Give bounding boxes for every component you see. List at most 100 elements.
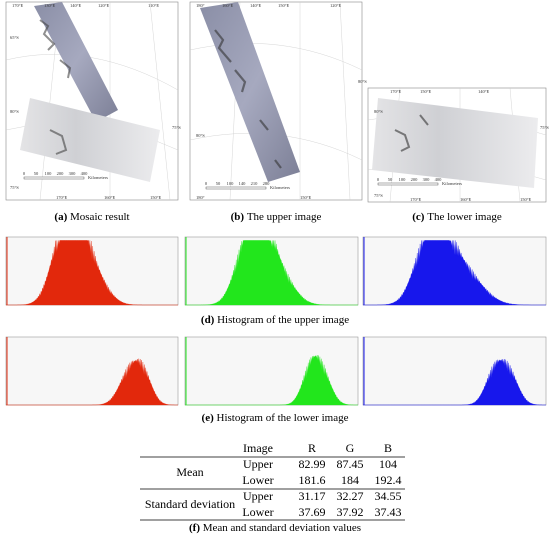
scale-bar (205, 186, 267, 190)
map-label: 80°S (358, 79, 367, 84)
histograms: (d) Histogram of the upper image (e) Hist… (5, 236, 547, 424)
map-label: 170°E (390, 89, 402, 94)
map-label: 150°E (520, 197, 532, 202)
scale-label: 100 (399, 177, 407, 182)
map-label: 160°E (222, 3, 234, 8)
map-label: 150°E (420, 89, 432, 94)
scale-label: 100 (45, 171, 53, 176)
table-cell: 34.55 (375, 489, 402, 503)
table-cell: 181.6 (299, 473, 326, 487)
scale-unit: Kilometers (442, 181, 462, 186)
table-header: R (308, 441, 316, 455)
map-label: 80°S (374, 109, 383, 114)
table-cell: Upper (243, 489, 273, 503)
table-cell: 37.43 (375, 505, 402, 519)
scale-label: 200 (57, 171, 65, 176)
table-header: B (384, 441, 392, 455)
caption: (a) Mosaic result (54, 211, 129, 223)
map-label: 150°E (150, 195, 162, 200)
caption: (d) Histogram of the upper image (201, 314, 349, 326)
scale-label: 400 (81, 171, 89, 176)
table-cell: 82.99 (299, 457, 326, 471)
lower-image (372, 98, 538, 188)
table-cell: Lower (242, 473, 273, 487)
scale-label: 0 (377, 177, 380, 182)
terrain (394, 114, 429, 152)
table-cell: Upper (243, 457, 273, 471)
caption-text: Mean and standard deviation values (203, 522, 361, 534)
caption: (c) The lower image (412, 211, 502, 223)
map-label: 110°E (148, 3, 159, 8)
scale-label: 100 (227, 181, 235, 186)
caption: (b) The upper image (231, 211, 322, 223)
map-label: 140°E (70, 3, 82, 8)
scale-label: 300 (423, 177, 431, 182)
lower-image (20, 98, 160, 182)
map-label: 150°E (300, 195, 312, 200)
map-label: 140°E (250, 3, 262, 8)
scale-unit: Kilometers (88, 175, 108, 180)
map-label: 75°S (172, 125, 181, 130)
histogram (185, 354, 358, 406)
table-cell: 37.92 (337, 505, 364, 519)
table-cell: 87.45 (337, 457, 364, 471)
map-label: 75°S (374, 193, 383, 198)
map-label: 180° (196, 3, 205, 8)
upper-image (34, 2, 118, 122)
caption-text: Histogram of the lower image (217, 412, 349, 424)
map-label: 75°S (10, 185, 19, 190)
map-label: 120°E (330, 3, 342, 8)
scale-bar (377, 182, 439, 186)
table-header: Image (243, 441, 273, 455)
map-label: 170°E (56, 195, 68, 200)
caption: (f) Mean and standard deviation values (189, 522, 361, 534)
caption: (e) Histogram of the lower image (202, 412, 349, 424)
map-label: 180° (196, 195, 205, 200)
caption-label: (f) (189, 522, 200, 534)
histogram (363, 240, 546, 306)
scale-label: 210 (251, 181, 259, 186)
map-label: 80°S (196, 133, 205, 138)
table-cell: 37.69 (299, 505, 326, 519)
map-label: 75°S (540, 125, 549, 130)
caption-text: Mosaic result (70, 211, 130, 223)
scale-bar (23, 176, 85, 180)
caption-text: The lower image (427, 211, 502, 223)
scale-label: 50 (34, 171, 39, 176)
histogram (6, 240, 178, 306)
histogram (6, 358, 178, 406)
map-label: 120°E (98, 3, 110, 8)
caption-text: The upper image (247, 211, 322, 223)
map-label: 170°E (12, 3, 24, 8)
map-label: 140°E (478, 89, 490, 94)
table-cell: 31.17 (299, 489, 326, 503)
table-cell: 32.27 (337, 489, 364, 503)
histogram (363, 358, 546, 406)
terrain (39, 19, 72, 155)
caption-label: (c) (412, 211, 425, 223)
table-cell: 192.4 (375, 473, 402, 487)
map-label: 80°S (10, 109, 19, 114)
scale-label: 140 (239, 181, 247, 186)
scale-label: 0 (205, 181, 208, 186)
map-label: 170°E (410, 197, 422, 202)
upper-image (200, 2, 300, 182)
table-cell: 104 (379, 457, 397, 471)
scale-unit: Kilometers (270, 185, 290, 190)
caption-label: (b) (231, 211, 245, 223)
caption-label: (a) (54, 211, 67, 223)
scale-label: 300 (69, 171, 77, 176)
caption-label: (d) (201, 314, 215, 326)
table: Image R G B Mean Upper 82.99 87.45 104 Lower 181.6… (140, 441, 405, 534)
scale-label: 200 (411, 177, 419, 182)
caption-text: Histogram of the upper image (217, 314, 349, 326)
map-label: 150°E (278, 3, 290, 8)
scale-label: 400 (435, 177, 443, 182)
scale-label: 0 (23, 171, 26, 176)
caption-label: (e) (202, 412, 215, 424)
histogram (185, 240, 358, 306)
maps: 170°E 130°E 140°E 120°E 110°E 65°S 80°S 75°S 75°… (5, 1, 549, 223)
row-group: Mean (176, 465, 203, 479)
scale-label: 280 (263, 181, 271, 186)
